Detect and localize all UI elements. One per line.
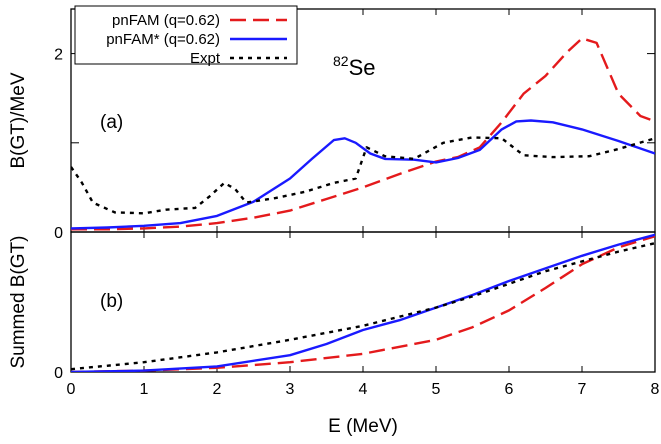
panel-b-label: (b) — [100, 291, 123, 312]
isotope-annotation: 82Se — [333, 53, 376, 80]
isotope-mass-number: 82 — [333, 53, 349, 69]
panel-a-series-1 — [71, 37, 655, 231]
legend-entry-label: Expt — [190, 50, 221, 67]
panel-a-ytick-label: 0 — [54, 225, 63, 242]
x-tick-label: 5 — [432, 381, 441, 398]
panel-b-series-2 — [71, 233, 655, 372]
panel-a-series — [71, 37, 655, 231]
isotope-symbol: Se — [349, 55, 376, 80]
panel-b: 0 1 2 3 4 5 6 7 8 0 Summed B(GT) (b) E (MeV) — [8, 231, 660, 437]
legend-box — [74, 5, 298, 65]
x-tick-label: 0 — [67, 381, 76, 398]
legend-entry-label: pnFAM* (q=0.62) — [106, 31, 220, 48]
panel-b-frame — [70, 231, 656, 373]
x-tick-label: 6 — [505, 381, 514, 398]
x-tick-label: 2 — [213, 381, 222, 398]
panel-b-ytick-label: 0 — [54, 365, 63, 382]
panel-a: 02 B(GT)/MeV (a) 82Se pnFAM (q=0.62)pnFA… — [8, 5, 656, 242]
panel-b-series-1 — [71, 235, 655, 372]
x-tick-label: 7 — [578, 381, 587, 398]
panel-a-ylabel: B(GT)/MeV — [8, 72, 29, 168]
panel-a-ytick-label: 2 — [54, 47, 63, 64]
x-axis-label: E (MeV) — [328, 416, 398, 437]
legend: pnFAM (q=0.62) pnFAM* (q=0.62) Expt — [74, 5, 298, 67]
panel-a-label: (a) — [100, 112, 123, 133]
panel-a-series-3 — [71, 136, 655, 215]
panel-b-series-3 — [71, 242, 655, 371]
x-tick-label: 1 — [140, 381, 149, 398]
x-tick-label: 8 — [651, 381, 660, 398]
panel-b-ylabel: Summed B(GT) — [8, 235, 29, 368]
legend-entry-label: pnFAM (q=0.62) — [112, 12, 220, 29]
panel-b-ticks: 0 1 2 3 4 5 6 7 8 0 — [54, 232, 660, 398]
panel-a-series-2 — [71, 119, 655, 230]
x-tick-label: 3 — [286, 381, 295, 398]
x-tick-label: 4 — [359, 381, 368, 398]
panel-b-series — [71, 233, 655, 372]
